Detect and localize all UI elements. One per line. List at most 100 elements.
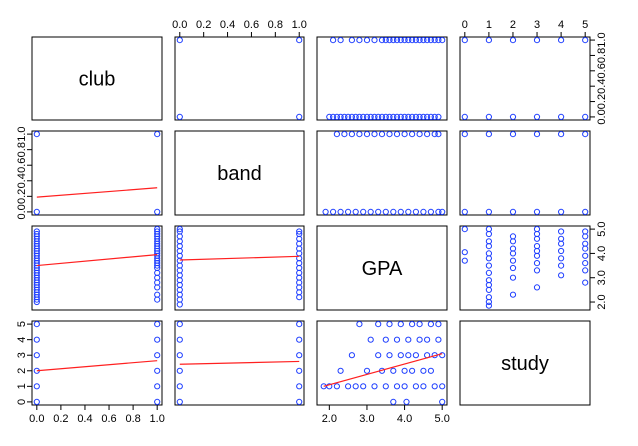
point-GPA-study-28	[405, 336, 412, 343]
point-GPA-club-9	[360, 113, 367, 121]
point-GPA-band-20	[356, 131, 363, 138]
point-GPA-study-12	[375, 352, 382, 359]
point-study-GPA-11	[485, 269, 492, 276]
panel-frame-study-GPA	[316, 320, 448, 406]
point-GPA-club-15	[382, 113, 389, 121]
point-club-study-1	[33, 383, 40, 390]
tick-label-bottom-GPA-2: 4.0	[397, 413, 412, 425]
point-GPA-band-18	[341, 131, 348, 138]
diagonal-label-band: band	[217, 163, 262, 185]
tick-label-top-band-1: 0.2	[196, 19, 211, 31]
point-study-band-6	[461, 131, 468, 138]
point-GPA-study-6	[352, 383, 359, 390]
point-GPA-club-3	[337, 113, 344, 121]
point-study-GPA-39	[558, 235, 565, 242]
point-GPA-club-5	[345, 113, 352, 121]
point-club-study-10	[154, 336, 161, 343]
point-GPA-club-11	[367, 113, 374, 121]
panel-frame-band-study	[459, 130, 591, 216]
point-study-band-9	[533, 131, 541, 138]
fit-line-band-study	[179, 360, 300, 365]
point-band-study-0	[176, 398, 183, 405]
tick-label-right-GPA-0: 2.0	[596, 294, 608, 309]
point-study-GPA-2	[485, 294, 492, 301]
point-band-study-6	[296, 398, 303, 405]
diagonal-label-club: club	[79, 69, 116, 91]
tick-label-left-band-0: 0.0	[16, 204, 28, 219]
point-GPA-band-12	[412, 208, 419, 215]
point-band-club-1	[296, 113, 303, 121]
point-club-GPA-52	[154, 226, 161, 233]
point-GPA-band-28	[416, 131, 423, 138]
point-GPA-club-24	[416, 113, 423, 121]
point-GPA-club-29	[435, 113, 442, 121]
point-study-band-8	[509, 131, 517, 138]
point-study-GPA-3	[509, 291, 517, 298]
point-GPA-study-44	[435, 336, 442, 343]
point-GPA-study-18	[386, 321, 393, 328]
point-study-band-11	[582, 131, 589, 138]
point-study-GPA-47	[485, 226, 492, 233]
tick-label-bottom-club-3: 0.6	[101, 413, 116, 425]
point-club-GPA-28	[33, 230, 40, 238]
point-GPA-study-27	[403, 398, 410, 405]
point-band-club-0	[176, 113, 183, 121]
point-GPA-club-10	[363, 113, 371, 121]
panel-frame-GPA-study	[459, 225, 591, 311]
point-club-study-5	[33, 321, 40, 328]
point-GPA-study-11	[371, 383, 378, 390]
point-GPA-band-10	[397, 208, 404, 215]
point-study-club-4	[558, 113, 565, 121]
point-GPA-club-27	[427, 113, 434, 121]
point-GPA-club-22	[409, 113, 416, 121]
point-study-GPA-48	[533, 226, 541, 233]
point-GPA-club-6	[348, 113, 355, 121]
point-study-club-2	[509, 113, 517, 121]
point-band-study-7	[296, 383, 303, 390]
point-club-study-6	[154, 398, 161, 405]
point-club-study-4	[33, 336, 40, 343]
point-band-study-5	[176, 321, 183, 328]
point-study-club-8	[509, 37, 517, 44]
panel-frame-club-study	[459, 36, 591, 121]
point-GPA-study-4	[345, 383, 352, 390]
panel-frame-GPA-band	[174, 225, 305, 311]
point-GPA-band-22	[371, 131, 378, 138]
tick-label-bottom-club-4: 0.8	[125, 413, 140, 425]
point-GPA-study-47	[439, 383, 446, 390]
fit-line-GPA-study	[323, 353, 443, 387]
tick-label-right-club-1: 0.2	[596, 94, 608, 109]
point-GPA-club-31	[337, 37, 344, 44]
point-GPA-study-15	[382, 383, 389, 390]
point-GPA-club-2	[333, 113, 340, 121]
point-band-GPA-30	[296, 230, 303, 238]
point-study-GPA-37	[485, 238, 492, 245]
point-GPA-club-26	[424, 113, 431, 121]
point-GPA-club-17	[390, 113, 397, 121]
point-GPA-study-30	[409, 321, 416, 328]
point-GPA-band-16	[439, 208, 446, 215]
point-study-GPA-18	[582, 260, 589, 267]
point-GPA-study-10	[367, 336, 374, 343]
point-GPA-study-35	[416, 321, 423, 328]
point-GPA-study-3	[337, 367, 344, 374]
point-study-GPA-17	[533, 260, 541, 267]
tick-label-top-study-0: 0	[462, 19, 468, 31]
point-GPA-study-32	[412, 383, 419, 390]
point-study-GPA-44	[558, 228, 565, 235]
point-band-study-4	[176, 336, 183, 343]
point-study-GPA-9	[509, 274, 517, 281]
tick-label-top-band-0: 0.0	[172, 19, 187, 31]
point-band-study-8	[296, 367, 303, 374]
point-study-GPA-10	[558, 272, 565, 279]
tick-label-bottom-GPA-1: 3.0	[359, 413, 374, 425]
diagonal-label-study: study	[501, 353, 549, 375]
point-GPA-study-40	[427, 321, 434, 328]
point-club-study-0	[33, 398, 40, 405]
tick-label-top-study-5: 5	[582, 19, 588, 31]
point-GPA-band-11	[405, 208, 412, 215]
point-club-GPA-29	[33, 228, 40, 235]
point-study-GPA-41	[509, 233, 517, 240]
point-GPA-club-35	[371, 37, 378, 44]
